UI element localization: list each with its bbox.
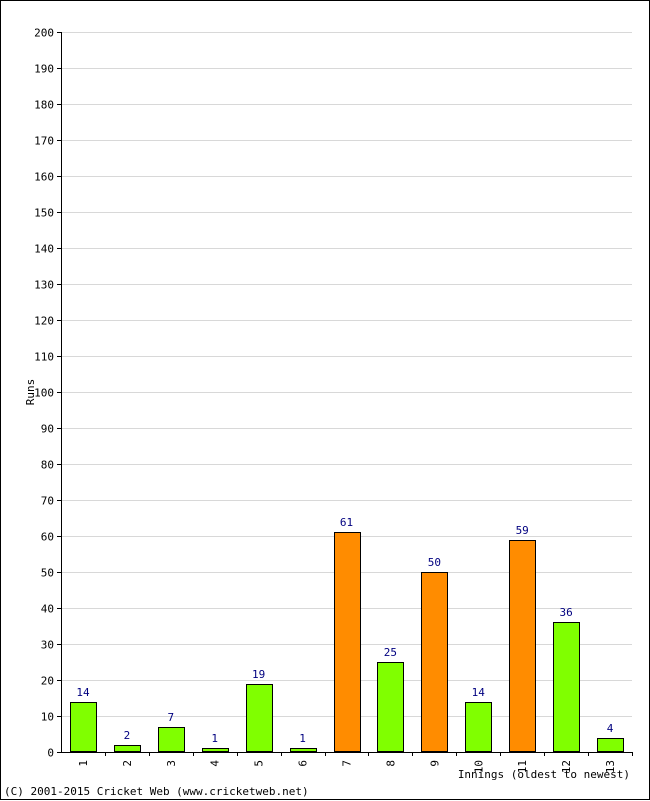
y-tick-label: 40 (41, 603, 54, 616)
bar-value-label: 50 (428, 556, 441, 569)
x-tick-label: 12 (560, 760, 573, 773)
y-tick-label: 150 (34, 207, 54, 220)
bar (202, 748, 229, 752)
bar (597, 738, 624, 752)
copyright-footer: (C) 2001-2015 Cricket Web (www.cricketwe… (4, 785, 309, 798)
y-tick-label: 200 (34, 27, 54, 40)
x-tick-label: 13 (604, 760, 617, 773)
y-tick-label: 160 (34, 171, 54, 184)
y-tick-label: 140 (34, 243, 54, 256)
bar-value-label: 14 (76, 686, 90, 699)
y-tick-label: 10 (41, 711, 54, 724)
grid-lines (61, 32, 632, 717)
bar-value-label: 2 (124, 729, 131, 742)
x-tick-label: 8 (384, 760, 397, 767)
bar-value-label: 61 (340, 516, 353, 529)
y-tick-label: 100 (34, 387, 54, 400)
y-tick-label: 70 (41, 495, 54, 508)
y-tick-label: 90 (41, 423, 54, 436)
value-labels: 14 2 7 1 19 1 61 25 50 14 59 36 4 (76, 516, 613, 745)
x-tick-label: 3 (165, 760, 178, 767)
bar (246, 684, 273, 752)
x-tick-label: 6 (297, 760, 310, 767)
x-tick-label: 2 (121, 760, 134, 767)
x-tick-label: 5 (253, 760, 266, 767)
y-axis-label: Runs (24, 379, 37, 406)
x-tick-label: 10 (472, 760, 485, 773)
bar-value-label: 19 (252, 668, 265, 681)
bar-value-label: 1 (299, 732, 306, 745)
y-tick-label: 120 (34, 315, 54, 328)
bars (70, 532, 624, 752)
y-tick-label: 60 (41, 531, 54, 544)
y-tick-label: 30 (41, 639, 54, 652)
x-tick-label: 9 (428, 760, 441, 767)
bar-value-label: 25 (384, 646, 397, 659)
bar (70, 702, 97, 752)
bar-value-label: 4 (607, 722, 614, 735)
x-axis-ticks: 1 2 3 4 5 6 7 8 9 10 11 12 13 (77, 752, 633, 773)
y-tick-label: 130 (34, 279, 54, 292)
bar (553, 622, 580, 752)
bar (114, 745, 141, 752)
y-tick-label: 180 (34, 99, 54, 112)
bar-value-label: 14 (472, 686, 486, 699)
y-tick-label: 80 (41, 459, 54, 472)
x-axis-label: Innings (oldest to newest) (458, 768, 630, 781)
x-tick-label: 11 (516, 760, 529, 773)
x-tick-label: 1 (77, 760, 90, 767)
bar-value-label: 7 (167, 711, 174, 724)
bar (290, 748, 317, 752)
y-tick-label: 20 (41, 675, 54, 688)
y-tick-label: 110 (34, 351, 54, 364)
bar-value-label: 1 (211, 732, 218, 745)
x-tick-label: 7 (341, 760, 354, 767)
bar (509, 540, 536, 752)
bar-value-label: 36 (559, 606, 572, 619)
y-tick-label: 0 (47, 747, 54, 760)
bar (465, 702, 492, 752)
bar-value-label: 59 (516, 524, 529, 537)
y-axis-ticks: 0 10 20 30 40 50 60 70 80 90 100 110 120 130 140 150 160… (34, 27, 61, 760)
bar (158, 727, 185, 752)
bar (377, 662, 404, 752)
y-tick-label: 190 (34, 63, 54, 76)
bar (421, 572, 448, 752)
y-tick-label: 50 (41, 567, 54, 580)
bar (334, 532, 361, 752)
y-tick-label: 170 (34, 135, 54, 148)
x-tick-label: 4 (209, 760, 222, 767)
